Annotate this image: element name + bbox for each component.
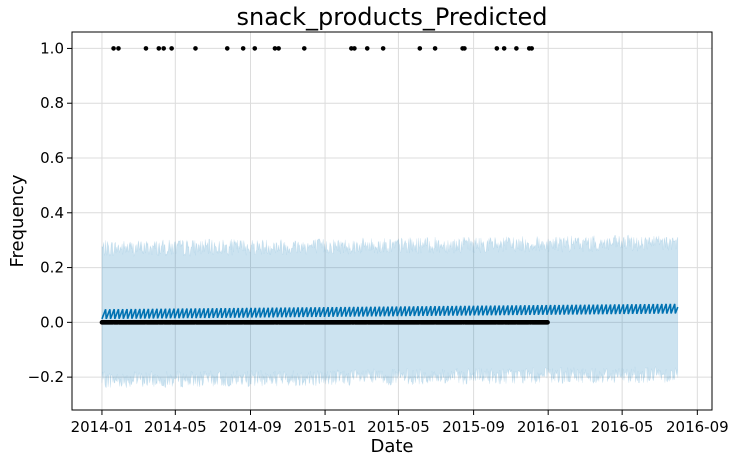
forecast-line xyxy=(101,303,679,320)
point-layer xyxy=(99,46,550,325)
chart-title: snack_products_Predicted xyxy=(237,3,548,31)
actual-point xyxy=(224,46,230,51)
actual-point xyxy=(545,320,550,325)
actual-point xyxy=(111,46,116,51)
actual-point xyxy=(301,46,307,51)
x-tick-label: 2015-05 xyxy=(367,418,430,436)
x-tick-label: 2016-05 xyxy=(591,418,654,436)
actual-point xyxy=(417,46,423,51)
x-tick-label: 2015-01 xyxy=(294,418,357,436)
actual-point xyxy=(161,46,166,51)
actual-point xyxy=(364,46,370,51)
actual-point xyxy=(462,46,467,51)
actual-point xyxy=(143,46,149,51)
y-axis-title: Frequency xyxy=(7,174,28,267)
x-tick-label: 2016-09 xyxy=(666,418,729,436)
y-tick-label: −0.2 xyxy=(28,368,64,386)
actual-point xyxy=(276,46,281,51)
x-tick-label: 2014-01 xyxy=(71,418,134,436)
tick-layer: 2014-01 2014-05 2014-09 2015-01 2015-05 2015-… xyxy=(28,39,729,436)
y-tick-label: 0.0 xyxy=(40,313,64,331)
x-tick-label: 2016-01 xyxy=(517,418,580,436)
y-tick-label: 0.6 xyxy=(40,149,64,167)
actual-point xyxy=(514,46,519,51)
actual-point xyxy=(501,46,507,51)
y-tick-label: 0.2 xyxy=(40,259,64,277)
y-tick-label: 0.8 xyxy=(40,94,64,112)
actual-point xyxy=(352,46,357,51)
x-tick-label: 2014-05 xyxy=(144,418,207,436)
actual-point xyxy=(432,46,438,51)
actual-point xyxy=(529,46,534,51)
actual-point xyxy=(156,46,162,51)
actual-point xyxy=(193,46,198,51)
x-tick-label: 2014-09 xyxy=(219,418,282,436)
x-axis-title: Date xyxy=(370,436,413,457)
x-tick-label: 2015-09 xyxy=(442,418,505,436)
y-tick-label: 1.0 xyxy=(40,39,64,57)
actual-point xyxy=(169,46,174,51)
y-tick-label: 0.4 xyxy=(40,204,64,222)
actual-point xyxy=(494,46,500,51)
plot-frame xyxy=(71,31,713,411)
actual-point xyxy=(240,46,246,51)
actual-point xyxy=(380,46,386,51)
actual-point xyxy=(116,46,121,51)
line-layer xyxy=(101,303,679,320)
actual-point xyxy=(272,46,278,51)
actual-point xyxy=(252,46,258,51)
